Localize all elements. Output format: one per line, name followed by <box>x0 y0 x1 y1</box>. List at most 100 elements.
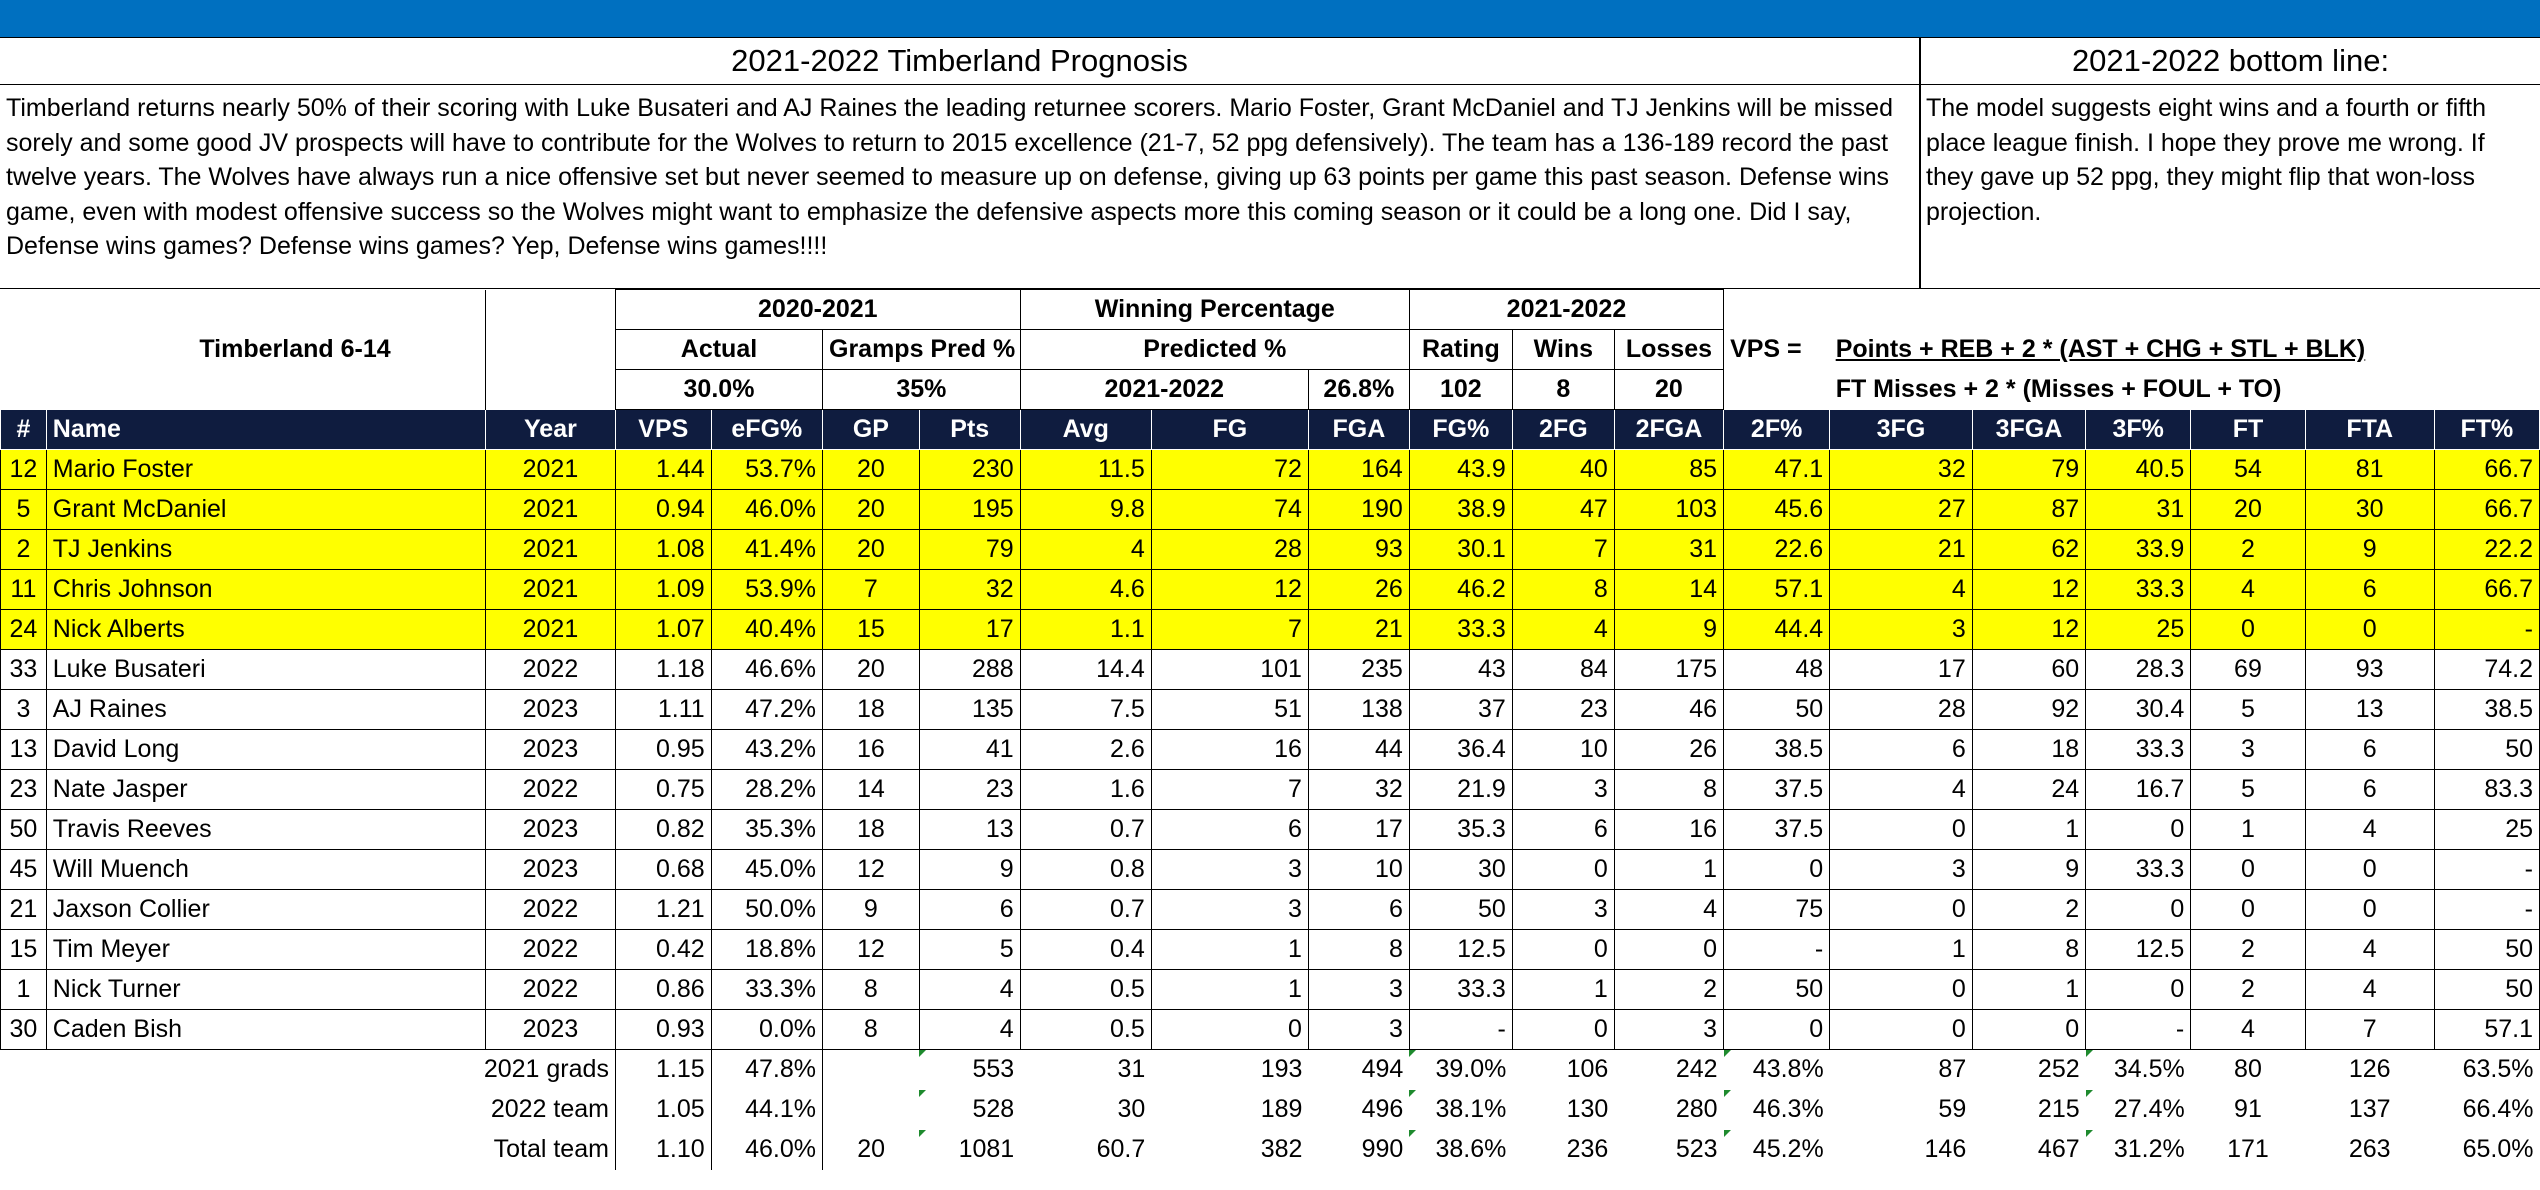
cell-ft[interactable]: 4 <box>2190 1009 2306 1050</box>
totals-cell[interactable]: 137 <box>2348 1095 2391 1123</box>
column-header[interactable]: Pts <box>918 409 1021 450</box>
cell-name[interactable]: Chris Johnson <box>45 569 486 610</box>
cell-gp[interactable]: 20 <box>822 649 920 690</box>
cell-gp[interactable]: 20 <box>822 449 920 490</box>
cell-ft[interactable]: 25 <box>2433 809 2540 850</box>
cell-gp[interactable]: 7 <box>822 569 920 610</box>
cell-year[interactable]: 2022 <box>484 929 616 970</box>
cell-fga[interactable]: 8 <box>1307 929 1410 970</box>
cell-avg[interactable]: 0.4 <box>1019 929 1152 970</box>
cell-2f[interactable]: - <box>1723 929 1831 970</box>
cell-2f[interactable]: 38.5 <box>1723 729 1831 770</box>
cell-fta[interactable]: 0 <box>2304 849 2435 890</box>
totals-cell[interactable]: 193 <box>1260 1055 1303 1084</box>
cell-fga[interactable]: 21 <box>1307 609 1410 650</box>
cell-3fga[interactable]: 60 <box>1971 649 2087 690</box>
cell-ft[interactable]: 5 <box>2190 769 2306 810</box>
cell-fga[interactable]: 3 <box>1307 1009 1410 1050</box>
cell-2fg[interactable]: 0 <box>1511 1009 1615 1050</box>
cell-year[interactable]: 2021 <box>484 529 616 570</box>
pred-season-label[interactable]: 2021-2022 <box>1019 369 1309 410</box>
losses-value[interactable]: 20 <box>1613 369 1725 410</box>
cell-[interactable]: 11 <box>0 569 47 610</box>
cell-ft[interactable]: 20 <box>2190 489 2306 530</box>
cell-fta[interactable]: 6 <box>2304 729 2435 770</box>
cell-pts[interactable]: 195 <box>918 489 1021 530</box>
cell-2fga[interactable]: 175 <box>1613 649 1725 690</box>
totals-cell[interactable]: 1.15 <box>614 1049 712 1090</box>
cell-2f[interactable]: 37.5 <box>1723 769 1831 810</box>
cell-ft[interactable]: 83.3 <box>2433 769 2540 810</box>
cell-fg[interactable]: 43 <box>1408 649 1513 690</box>
totals-cell[interactable]: 263 <box>2348 1135 2391 1163</box>
cell-avg[interactable]: 0.7 <box>1019 889 1152 930</box>
cell-3f[interactable]: 31 <box>2085 489 2192 530</box>
cell-vps[interactable]: 1.21 <box>614 889 712 930</box>
cell-fg[interactable]: 1 <box>1150 929 1309 970</box>
cell-vps[interactable]: 0.86 <box>614 969 712 1010</box>
gramps-pred-header[interactable]: Gramps Pred % <box>822 329 1021 370</box>
totals-cell[interactable]: 467 <box>2037 1135 2080 1163</box>
totals-cell[interactable]: 46.3% <box>1723 1089 1830 1130</box>
cell-fg[interactable]: 6 <box>1150 809 1309 850</box>
cell-ft[interactable]: 66.7 <box>2433 449 2540 490</box>
cell-gp[interactable]: 20 <box>822 489 920 530</box>
column-header[interactable]: FT <box>2190 409 2306 450</box>
cell-pts[interactable]: 4 <box>918 969 1021 1010</box>
cell-fg[interactable]: 38.9 <box>1408 489 1513 530</box>
cell-fga[interactable]: 164 <box>1307 449 1410 490</box>
totals-cell[interactable]: 215 <box>2037 1095 2080 1123</box>
cell-2fg[interactable]: 4 <box>1511 609 1615 650</box>
cell-efg[interactable]: 46.0% <box>710 489 824 530</box>
cell-efg[interactable]: 43.2% <box>710 729 824 770</box>
cell-3f[interactable]: 0 <box>2085 809 2192 850</box>
totals-cell[interactable]: 44.1% <box>710 1089 824 1130</box>
cell-avg[interactable]: 0.7 <box>1019 809 1152 850</box>
totals-cell[interactable]: 252 <box>2037 1055 2080 1084</box>
cell-3f[interactable]: 0 <box>2085 889 2192 930</box>
cell-vps[interactable]: 1.18 <box>614 649 712 690</box>
cell-pts[interactable]: 230 <box>918 449 1021 490</box>
cell-3f[interactable]: 25 <box>2085 609 2192 650</box>
column-header[interactable]: 2F% <box>1723 409 1831 450</box>
cell-fta[interactable]: 0 <box>2304 889 2435 930</box>
cell-fga[interactable]: 26 <box>1307 569 1410 610</box>
totals-cell[interactable]: 91 <box>2234 1095 2262 1123</box>
cell-efg[interactable]: 35.3% <box>710 809 824 850</box>
totals-cell[interactable]: 494 <box>1361 1055 1404 1084</box>
totals-cell[interactable] <box>823 1090 920 1130</box>
cell-ft[interactable]: 4 <box>2190 569 2306 610</box>
cell-3f[interactable]: 33.3 <box>2085 569 2192 610</box>
cell-fg[interactable]: 12.5 <box>1408 929 1513 970</box>
cell-2fg[interactable]: 1 <box>1511 969 1615 1010</box>
totals-cell[interactable]: 34.5% <box>2085 1049 2191 1090</box>
cell-avg[interactable]: 11.5 <box>1019 449 1152 490</box>
cell-fta[interactable]: 0 <box>2304 609 2435 650</box>
cell-3f[interactable]: 16.7 <box>2085 769 2192 810</box>
cell-ft[interactable]: 0 <box>2190 849 2306 890</box>
column-header[interactable]: VPS <box>614 409 712 450</box>
bottom-line-text[interactable]: The model suggests eight wins and a four… <box>1926 94 2487 226</box>
column-header[interactable]: Year <box>484 409 616 450</box>
gramps-pred-value[interactable]: 35% <box>822 369 1021 410</box>
totals-cell[interactable]: 242 <box>1675 1055 1718 1084</box>
cell-avg[interactable]: 14.4 <box>1019 649 1152 690</box>
cell-3fg[interactable]: 3 <box>1829 849 1973 890</box>
cell-2fga[interactable]: 103 <box>1613 489 1725 530</box>
cell-gp[interactable]: 15 <box>822 609 920 650</box>
cell-3f[interactable]: 33.3 <box>2085 849 2192 890</box>
column-header[interactable]: 3F% <box>2085 409 2192 450</box>
cell-fg[interactable]: 72 <box>1150 449 1309 490</box>
cell-ft[interactable]: 66.7 <box>2433 569 2540 610</box>
cell-2fga[interactable]: 8 <box>1613 769 1725 810</box>
cell-year[interactable]: 2021 <box>484 449 616 490</box>
cell-2f[interactable]: 75 <box>1723 889 1831 930</box>
cell-name[interactable]: David Long <box>45 729 486 770</box>
cell-fg[interactable]: 101 <box>1150 649 1309 690</box>
totals-cell[interactable]: 27.4% <box>2085 1089 2191 1130</box>
cell-avg[interactable]: 7.5 <box>1019 689 1152 730</box>
cell-2f[interactable]: 50 <box>1723 969 1831 1010</box>
cell-vps[interactable]: 0.42 <box>614 929 712 970</box>
cell-vps[interactable]: 0.68 <box>614 849 712 890</box>
cell-gp[interactable]: 18 <box>822 809 920 850</box>
